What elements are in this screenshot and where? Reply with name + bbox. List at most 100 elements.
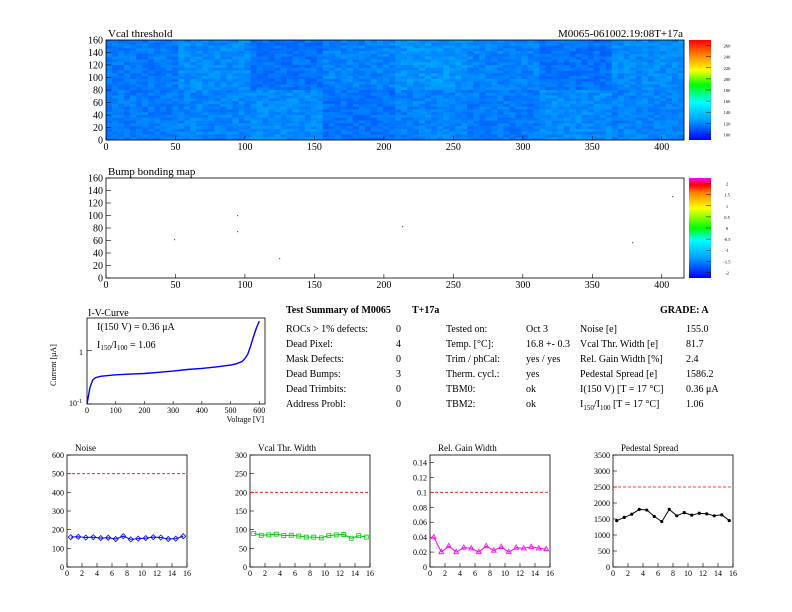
heatmap-cell (575, 106, 582, 110)
heatmap-cell (202, 87, 209, 91)
colorbar-tick-label: 0.5 (724, 215, 730, 220)
heatmap-cell (280, 117, 287, 121)
y-tick-label: 0.06 (413, 518, 427, 527)
heatmap-cell (467, 92, 474, 96)
heatmap-cell (178, 59, 185, 63)
heatmap-cell (593, 90, 601, 94)
heatmap-cell (551, 62, 558, 66)
heatmap-cell (220, 51, 227, 55)
heatmap-cell (497, 131, 504, 135)
heatmap-cell (352, 70, 360, 74)
heatmap-cell (154, 56, 161, 60)
heatmap-cell (346, 53, 354, 57)
heatmap-cell (467, 137, 474, 141)
heatmap-cell (304, 76, 312, 80)
heatmap-cell (671, 137, 679, 141)
heatmap-cell (401, 81, 408, 85)
heatmap-cell (250, 59, 257, 63)
heatmap-cell (184, 67, 191, 71)
threshold-colorbar (689, 40, 711, 140)
heatmap-cell (629, 70, 637, 74)
heatmap-cell (419, 117, 426, 121)
heatmap-cell (587, 115, 594, 119)
heatmap-cell (629, 78, 637, 82)
heatmap-cell (166, 112, 173, 116)
heatmap-cell (232, 109, 239, 113)
heatmap-cell (358, 117, 366, 121)
heatmap-cell (172, 101, 179, 105)
heatmap-cell (316, 106, 324, 110)
heatmap-cell (677, 98, 685, 102)
heatmap-cell (551, 95, 558, 99)
heatmap-cell (208, 65, 215, 69)
heatmap-cell (401, 106, 408, 110)
heatmap-cell (256, 126, 263, 130)
heatmap-cell (154, 101, 161, 105)
data-point (105, 534, 112, 541)
data-point (622, 515, 626, 520)
heatmap-cell (659, 45, 667, 49)
heatmap-cell (376, 134, 384, 138)
heatmap-cell (232, 48, 239, 52)
heatmap-cell (443, 45, 450, 49)
heatmap-cell (358, 90, 366, 94)
heatmap-cell (527, 59, 534, 63)
heatmap-cell (262, 120, 269, 124)
heatmap-cell (112, 45, 119, 49)
heatmap-cell (617, 51, 625, 55)
heatmap-cell (491, 42, 498, 46)
heatmap-cell (148, 62, 155, 66)
heatmap-cell (244, 56, 251, 60)
heatmap-cell (473, 87, 480, 91)
heatmap-cell (316, 117, 324, 121)
heatmap-cell (497, 128, 504, 132)
heatmap-cell (370, 84, 378, 88)
heatmap-cell (274, 81, 281, 85)
heatmap-cell (527, 42, 534, 46)
x-tick-label: 6 (293, 569, 297, 578)
heatmap-cell (527, 56, 534, 60)
heatmap-cell (671, 128, 679, 132)
heatmap-cell (503, 78, 510, 82)
heatmap-cell (653, 106, 661, 110)
heatmap-cell (166, 56, 173, 60)
heatmap-cell (166, 59, 173, 63)
heatmap-cell (376, 128, 384, 132)
heatmap-cell (124, 103, 131, 107)
heatmap-cell (154, 51, 161, 55)
heatmap-cell (401, 70, 408, 74)
heatmap-cell (533, 45, 540, 49)
heatmap-cell (467, 131, 474, 135)
heatmap-cell (382, 56, 390, 60)
heatmap-cell (208, 76, 215, 80)
heatmap-cell (118, 115, 125, 119)
data-point (67, 534, 74, 541)
heatmap-cell (533, 42, 540, 46)
heatmap-cell (491, 131, 498, 135)
heatmap-cell (635, 40, 643, 44)
heatmap-cell (473, 78, 480, 82)
heatmap-cell (244, 109, 251, 113)
heatmap-cell (461, 67, 468, 71)
heatmap-cell (593, 67, 601, 71)
iv-x-tick-label: 200 (138, 406, 150, 415)
heatmap-cell (527, 98, 534, 102)
heatmap-cell (581, 42, 588, 46)
heatmap-cell (425, 92, 432, 96)
heatmap-cell (521, 120, 528, 124)
y-tick-label: 400 (52, 488, 64, 497)
heatmap-cell (443, 67, 450, 71)
heatmap-cell (328, 115, 336, 119)
heatmap-cell (118, 81, 125, 85)
heatmap-cell (154, 65, 161, 69)
heatmap-cell (395, 84, 402, 88)
heatmap-cell (641, 123, 649, 127)
heatmap-cell (250, 112, 257, 116)
heatmap-cell (515, 42, 522, 46)
heatmap-cell (593, 137, 601, 141)
heatmap-cell (220, 62, 227, 66)
heatmap-cell (551, 70, 558, 74)
heatmap-cell (358, 84, 366, 88)
heatmap-cell (148, 101, 155, 105)
heatmap-cell (136, 128, 143, 132)
